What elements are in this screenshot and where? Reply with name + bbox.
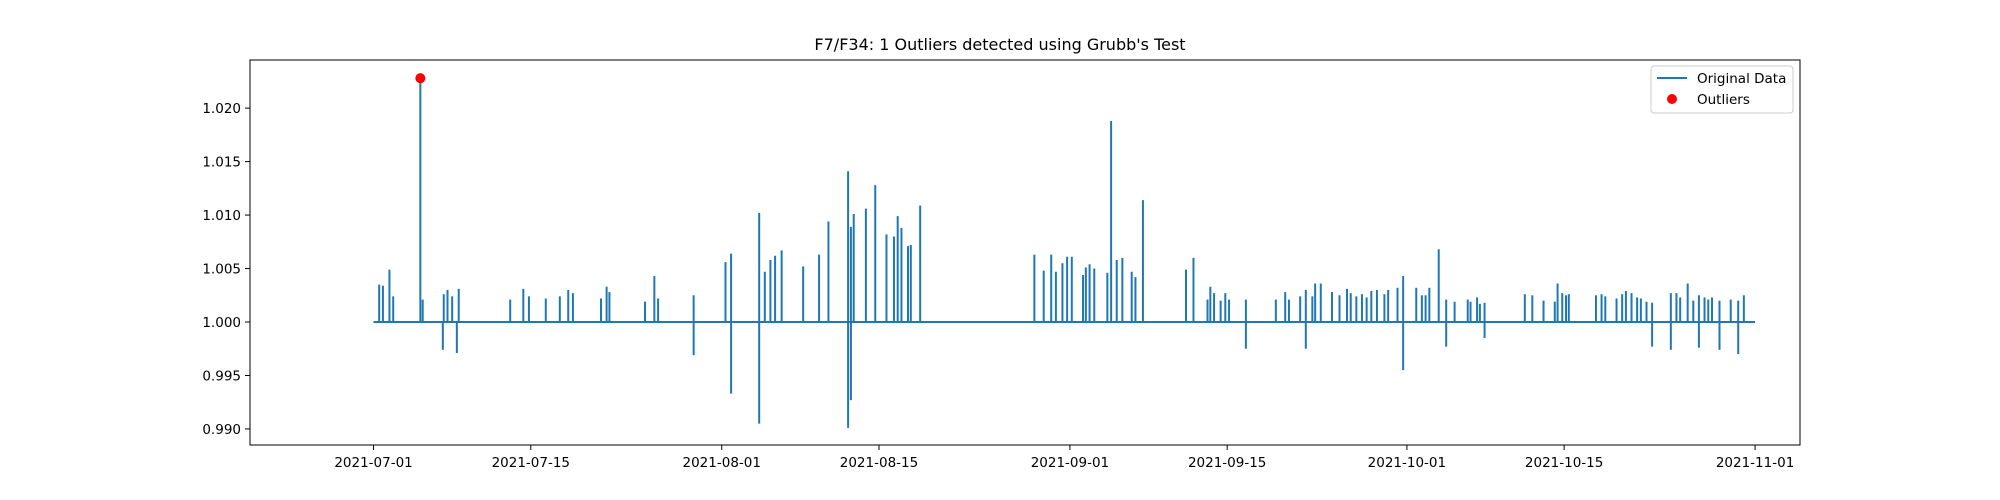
y-axis: 0.990 0.995 1.000 1.005 1.010 1.015 1.020 bbox=[202, 101, 250, 438]
x-tick-label: 2021-08-01 bbox=[683, 455, 761, 471]
plot-area-frame bbox=[249, 59, 1801, 446]
x-tick-label: 2021-10-15 bbox=[1525, 455, 1603, 471]
legend-label-original-data: Original Data bbox=[1697, 71, 1786, 87]
x-tick-label: 2021-09-15 bbox=[1188, 455, 1266, 471]
legend-outlier-swatch bbox=[1667, 94, 1677, 104]
legend: Original Data Outliers bbox=[1650, 65, 1794, 114]
x-tick-label: 2021-07-01 bbox=[334, 455, 412, 471]
y-tick-label: 1.010 bbox=[202, 208, 241, 224]
x-axis: 2021-07-01 2021-07-15 2021-08-01 2021-08-15… bbox=[334, 445, 1794, 471]
x-tick-label: 2021-11-01 bbox=[1716, 455, 1794, 471]
legend-label-outliers: Outliers bbox=[1697, 92, 1750, 108]
y-tick-label: 0.995 bbox=[202, 368, 241, 384]
y-tick-label: 1.000 bbox=[202, 315, 241, 331]
outlier-layer bbox=[415, 73, 426, 84]
y-tick-label: 1.005 bbox=[202, 262, 241, 278]
y-tick-label: 0.990 bbox=[202, 422, 241, 438]
chart-title: F7/F34: 1 Outliers detected using Grubb'… bbox=[814, 35, 1185, 54]
x-tick-label: 2021-10-01 bbox=[1368, 455, 1446, 471]
y-tick-label: 1.015 bbox=[202, 155, 241, 171]
outlier-point bbox=[415, 73, 426, 84]
y-tick-label: 1.020 bbox=[202, 101, 241, 117]
x-tick-label: 2021-09-01 bbox=[1031, 455, 1109, 471]
x-tick-label: 2021-07-15 bbox=[492, 455, 570, 471]
series-layer bbox=[373, 78, 1756, 428]
x-tick-label: 2021-08-15 bbox=[840, 455, 918, 471]
